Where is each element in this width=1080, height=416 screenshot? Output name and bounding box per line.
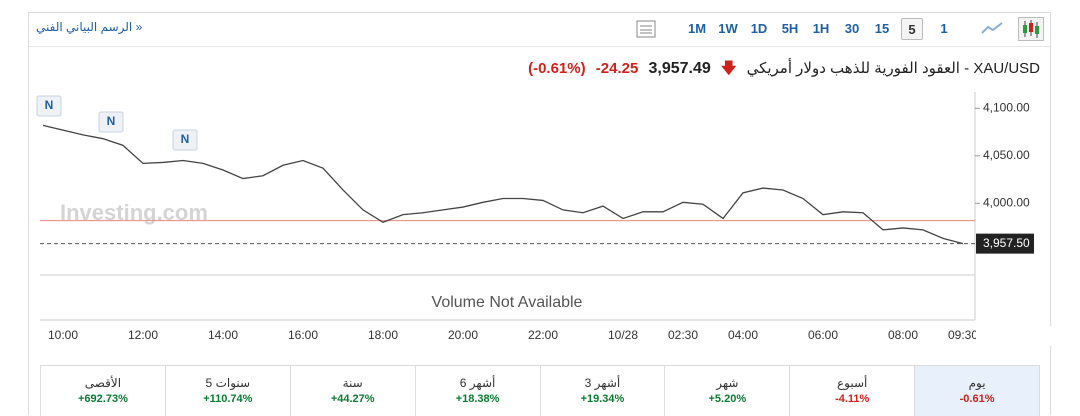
x-tick-label: 04:00 [728,328,758,342]
period-label: سنة [342,376,363,390]
x-tick-label: 18:00 [368,328,398,342]
x-tick-label: 12:00 [128,328,158,342]
x-tick-label: 10:00 [48,328,78,342]
period-label: 6 أشهر [459,376,496,390]
period-change: +692.73% [78,393,128,405]
chart: Investing.com Volume Not Available 4,100… [36,92,1080,346]
widget-frame [28,12,1051,415]
interval-button[interactable]: 1 [940,21,948,36]
quote-header: (-0.61%) -24.25 3,957.49 🡇 XAU/USD - الع… [522,58,1040,83]
interval-button[interactable]: 1D [750,21,768,36]
period-label: الأقصى [84,376,122,390]
x-tick-label: 02:30 [668,328,698,342]
volume-note: Volume Not Available [432,294,583,311]
performance-cell[interactable]: 3 أشهر +19.34% [539,366,665,416]
x-tick-label: 14:00 [208,328,238,342]
period-change: +44.27% [330,393,375,405]
news-marker-label: N [45,98,54,112]
x-tick-label: 20:00 [448,328,478,342]
performance-cell[interactable]: الأقصى +692.73% [41,366,165,416]
last-price-label: 3,957.50 [983,236,1030,250]
axis-mask [976,326,1080,346]
news-marker-label: N [107,114,116,128]
interval-button[interactable]: 1W [718,21,738,36]
performance-cell[interactable]: 6 أشهر +18.38% [414,366,540,416]
x-tick-label: 22:00 [528,328,558,342]
interval-button[interactable]: 1M [687,21,707,36]
period-change: +5.20% [708,393,747,405]
price: 3,957.49 [648,60,711,77]
performance-cell[interactable]: أسبوع -4.11% [789,366,914,416]
news-marker[interactable]: N [98,111,124,133]
performance-cell[interactable]: سنة +44.27% [289,366,415,416]
symbol: XAU/USD - العقود الفورية للذهب دولار أمر… [746,60,1040,77]
x-tick-label: 08:00 [888,328,918,342]
down-arrow: 🡇 [720,60,737,77]
news-marker-label: N [181,132,190,146]
table-icon[interactable] [636,19,656,39]
line-chart-icon[interactable] [980,19,1004,39]
x-tick-label: 10/28 [608,328,638,342]
interval-button[interactable]: 30 [844,21,860,36]
performance-table: الأقصى +692.73% 5 سنوات +110.74% سنة +44.27% 6… [40,365,1040,416]
period-label: يوم [968,376,986,390]
y-tick-label: 4,050.00 [983,148,1030,162]
price-line [42,124,964,245]
news-marker-box [98,111,124,133]
news-marker[interactable]: N [172,129,198,151]
period-label: 3 أشهر [584,376,621,390]
interval-button[interactable]: 5H [781,21,799,36]
period-change: +110.74% [203,393,253,405]
interval-button[interactable]: 1H [812,21,830,36]
toolbar-divider [29,46,1050,47]
period-label: 5 سنوات [205,376,251,390]
period-label: أسبوع [837,376,868,390]
x-tick-label: 16:00 [288,328,318,342]
y-tick-label: 4,000.00 [983,195,1030,209]
period-change: -4.11% [835,393,870,405]
period-change: +19.34% [580,393,625,405]
change: -24.25 [595,60,639,77]
candle-chart-icon[interactable] [1018,17,1044,41]
y-tick-label: 4,100.00 [983,100,1030,114]
technical-chart-link[interactable]: الرسم البياني الفني » [36,20,143,34]
period-label: شهر [716,376,739,390]
interval-button[interactable]: 15 [874,21,890,36]
x-tick-label: 09:30 [948,328,978,342]
last-price-box [976,233,1034,254]
performance-cell[interactable]: يوم -0.61% [914,366,1039,416]
interval-button[interactable]: 5 [901,18,923,40]
news-marker[interactable]: N [36,95,62,117]
change-percent: (-0.61%) [528,60,586,77]
x-tick-label: 06:00 [808,328,838,342]
performance-cell[interactable]: شهر +5.20% [664,366,789,416]
news-marker-box [172,129,198,151]
performance-cell[interactable]: 5 سنوات +110.74% [164,366,290,416]
period-change: -0.61% [959,393,995,405]
news-marker-box [36,95,62,117]
period-change: +18.38% [455,393,500,405]
